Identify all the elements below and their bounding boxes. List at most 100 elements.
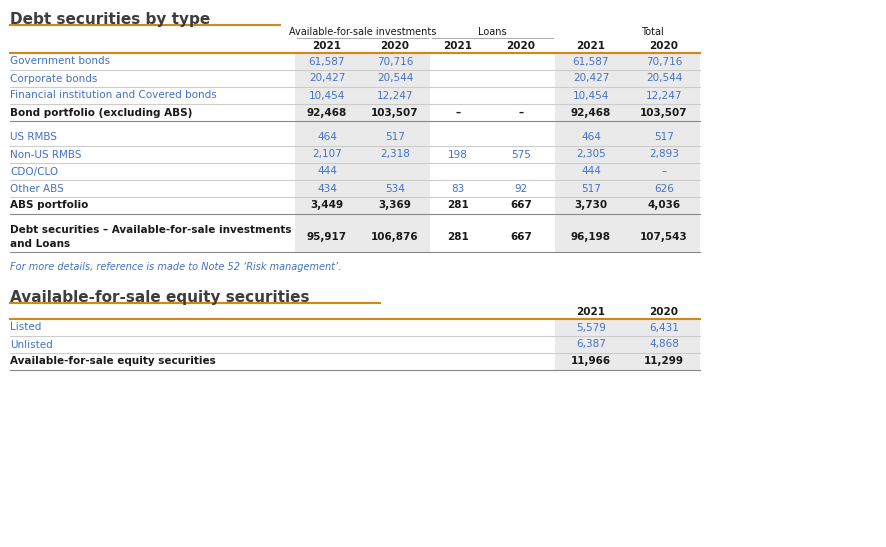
Bar xyxy=(360,214,430,222)
Text: 92,468: 92,468 xyxy=(307,108,347,118)
Text: 6,431: 6,431 xyxy=(649,323,679,333)
Bar xyxy=(628,180,700,197)
Text: Government bonds: Government bonds xyxy=(10,56,110,67)
Bar xyxy=(628,222,700,252)
Text: 2020: 2020 xyxy=(649,307,679,317)
Bar xyxy=(295,53,360,70)
Text: 5,579: 5,579 xyxy=(576,323,606,333)
Text: 106,876: 106,876 xyxy=(371,232,419,242)
Bar xyxy=(555,87,628,104)
Bar xyxy=(360,180,430,197)
Text: 3,369: 3,369 xyxy=(378,201,411,211)
Text: 96,198: 96,198 xyxy=(571,232,611,242)
Text: 103,507: 103,507 xyxy=(641,108,688,118)
Text: Available-for-sale investments: Available-for-sale investments xyxy=(289,27,436,37)
Bar xyxy=(628,197,700,214)
Text: 20,544: 20,544 xyxy=(646,73,682,84)
Text: Corporate bonds: Corporate bonds xyxy=(10,73,97,84)
Bar xyxy=(360,146,430,163)
Text: –: – xyxy=(455,108,461,118)
Bar xyxy=(628,163,700,180)
Text: 444: 444 xyxy=(581,166,601,177)
Text: 61,587: 61,587 xyxy=(572,56,610,67)
Bar xyxy=(360,87,430,104)
Bar xyxy=(360,104,430,121)
Bar xyxy=(628,104,700,121)
Bar xyxy=(628,129,700,146)
Text: Non-US RMBS: Non-US RMBS xyxy=(10,149,82,160)
Bar xyxy=(628,146,700,163)
Bar xyxy=(628,53,700,70)
Text: 3,449: 3,449 xyxy=(310,201,344,211)
Bar xyxy=(555,336,628,353)
Text: 6,387: 6,387 xyxy=(576,340,606,350)
Text: 20,544: 20,544 xyxy=(377,73,413,84)
Bar xyxy=(555,353,628,370)
Text: 281: 281 xyxy=(447,201,469,211)
Text: 61,587: 61,587 xyxy=(308,56,346,67)
Text: 2021: 2021 xyxy=(313,41,341,51)
Text: 2020: 2020 xyxy=(380,41,409,51)
Bar xyxy=(555,180,628,197)
Text: 517: 517 xyxy=(654,132,674,143)
Bar xyxy=(295,129,360,146)
Bar xyxy=(360,197,430,214)
Text: Available-for-sale equity securities: Available-for-sale equity securities xyxy=(10,357,216,366)
Text: 10,454: 10,454 xyxy=(573,90,610,101)
Bar xyxy=(360,129,430,146)
Text: 534: 534 xyxy=(385,183,405,194)
Text: 70,716: 70,716 xyxy=(377,56,413,67)
Text: and Loans: and Loans xyxy=(10,239,70,249)
Text: Other ABS: Other ABS xyxy=(10,183,64,194)
Text: 70,716: 70,716 xyxy=(646,56,682,67)
Text: Debt securities by type: Debt securities by type xyxy=(10,12,210,27)
Text: 2021: 2021 xyxy=(577,41,605,51)
Bar xyxy=(360,121,430,129)
Bar xyxy=(360,222,430,252)
Bar xyxy=(555,104,628,121)
Bar xyxy=(555,70,628,87)
Text: 103,507: 103,507 xyxy=(371,108,419,118)
Bar xyxy=(628,87,700,104)
Bar xyxy=(555,197,628,214)
Text: 2020: 2020 xyxy=(507,41,535,51)
Text: 83: 83 xyxy=(451,183,464,194)
Text: 281: 281 xyxy=(447,232,469,242)
Bar xyxy=(360,53,430,70)
Text: US RMBS: US RMBS xyxy=(10,132,57,143)
Text: 107,543: 107,543 xyxy=(640,232,688,242)
Bar xyxy=(295,214,360,222)
Bar xyxy=(628,70,700,87)
Text: Loans: Loans xyxy=(478,27,507,37)
Text: 626: 626 xyxy=(654,183,674,194)
Bar xyxy=(628,214,700,222)
Text: 20,427: 20,427 xyxy=(309,73,346,84)
Text: 667: 667 xyxy=(510,201,532,211)
Text: Financial institution and Covered bonds: Financial institution and Covered bonds xyxy=(10,90,217,101)
Text: 2020: 2020 xyxy=(649,41,679,51)
Text: 464: 464 xyxy=(317,132,337,143)
Bar xyxy=(555,53,628,70)
Bar xyxy=(295,222,360,252)
Text: Bond portfolio (excluding ABS): Bond portfolio (excluding ABS) xyxy=(10,108,192,118)
Text: Listed: Listed xyxy=(10,323,42,333)
Bar xyxy=(628,121,700,129)
Bar xyxy=(555,163,628,180)
Bar xyxy=(628,319,700,336)
Text: 11,966: 11,966 xyxy=(571,357,611,366)
Text: 667: 667 xyxy=(510,232,532,242)
Text: 11,299: 11,299 xyxy=(644,357,684,366)
Bar xyxy=(555,129,628,146)
Bar xyxy=(555,222,628,252)
Text: 10,454: 10,454 xyxy=(309,90,346,101)
Text: 517: 517 xyxy=(385,132,405,143)
Text: 2,305: 2,305 xyxy=(576,149,606,160)
Text: 95,917: 95,917 xyxy=(307,232,347,242)
Text: 4,036: 4,036 xyxy=(648,201,680,211)
Text: ABS portfolio: ABS portfolio xyxy=(10,201,89,211)
Text: 2,107: 2,107 xyxy=(312,149,342,160)
Text: CDO/CLO: CDO/CLO xyxy=(10,166,58,177)
Text: Total: Total xyxy=(641,27,664,37)
Text: 444: 444 xyxy=(317,166,337,177)
Text: Debt securities – Available-for-sale investments: Debt securities – Available-for-sale inv… xyxy=(10,225,291,235)
